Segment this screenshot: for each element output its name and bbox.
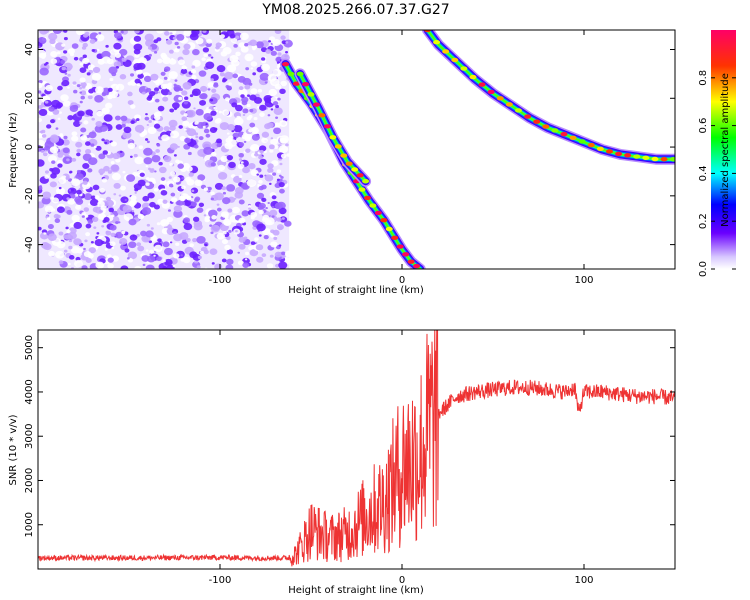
snr-y-axis-label: SNR (10 * v/v) xyxy=(8,414,19,485)
svg-text:-20: -20 xyxy=(24,188,35,204)
snr-panel: -100 0 100 1000 2000 3000 4000 5000 Height of s… xyxy=(8,329,676,596)
svg-text:0: 0 xyxy=(399,575,405,586)
chart-title: YM08.2025.266.07.37.G27 xyxy=(261,2,449,18)
snr-frame xyxy=(37,329,676,570)
snr-plot-area xyxy=(38,330,675,567)
svg-text:100: 100 xyxy=(574,575,593,586)
spectrogram-x-axis-label: Height of straight line (km) xyxy=(288,285,424,296)
svg-text:-100: -100 xyxy=(209,275,232,286)
svg-text:3000: 3000 xyxy=(24,423,35,448)
svg-text:0.4: 0.4 xyxy=(698,165,709,181)
svg-text:40: 40 xyxy=(24,43,35,56)
svg-text:2000: 2000 xyxy=(24,468,35,493)
svg-text:0: 0 xyxy=(24,144,35,150)
colorbar: 0.0 0.2 0.4 0.6 0.8 Normalized spectral ampl… xyxy=(698,30,736,277)
spectrogram-ticks: -100 0 100 -40 -20 0 20 40 xyxy=(24,30,675,286)
svg-text:100: 100 xyxy=(574,275,593,286)
svg-text:1000: 1000 xyxy=(24,512,35,537)
colorbar-label: Normalized spectral amplitude xyxy=(720,73,731,227)
spectrogram-y-axis-label: Frequency (Hz) xyxy=(8,112,19,188)
spectrogram-frame xyxy=(37,29,676,270)
spectrogram-panel: -100 0 100 -40 -20 0 20 40 Height of straight l… xyxy=(8,29,676,296)
svg-text:0.6: 0.6 xyxy=(698,118,709,134)
svg-text:0.8: 0.8 xyxy=(698,70,709,86)
snr-series-line xyxy=(38,330,675,567)
colorbar-ticks: 0.0 0.2 0.4 0.6 0.8 xyxy=(698,70,736,277)
svg-text:0.2: 0.2 xyxy=(698,213,709,229)
snr-ticks: -100 0 100 1000 2000 3000 4000 5000 xyxy=(24,330,675,586)
spectrogram-plot-area xyxy=(38,30,675,269)
svg-text:5000: 5000 xyxy=(24,335,35,360)
svg-text:0.0: 0.0 xyxy=(698,261,709,277)
svg-text:-40: -40 xyxy=(24,236,35,252)
svg-text:20: 20 xyxy=(24,92,35,105)
svg-text:-100: -100 xyxy=(209,575,232,586)
colorbar-gradient xyxy=(711,30,736,269)
snr-x-axis-label: Height of straight line (km) xyxy=(288,585,424,596)
svg-text:4000: 4000 xyxy=(24,379,35,404)
svg-text:0: 0 xyxy=(399,275,405,286)
